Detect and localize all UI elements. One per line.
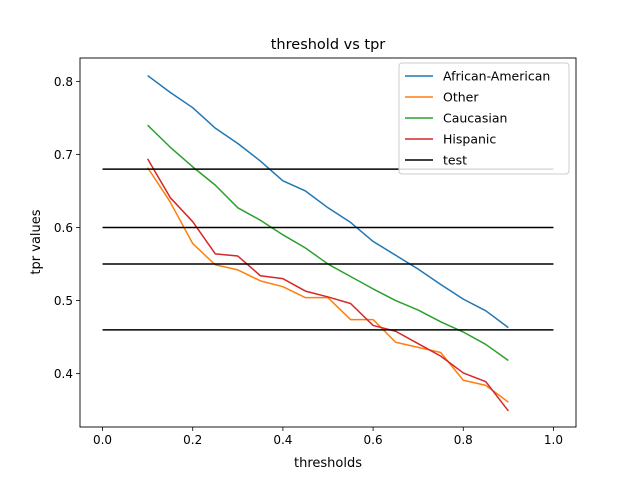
legend-label: Hispanic bbox=[443, 132, 496, 147]
x-tick-label: 0.6 bbox=[364, 433, 383, 447]
axes: 0.0 0.2 0.4 0.6 0.8 1.0 0.4 0.5 0.6 0.7 0.8 bbox=[54, 75, 563, 447]
y-axis-label: tpr values bbox=[29, 209, 44, 274]
chart-title: threshold vs tpr bbox=[271, 37, 386, 53]
y-tick-label: 0.7 bbox=[54, 148, 73, 162]
x-tick-label: 0.4 bbox=[273, 433, 292, 447]
legend-box bbox=[398, 62, 570, 175]
series-line-hispanic bbox=[146, 158, 509, 412]
plot-frame bbox=[79, 57, 577, 428]
legend-label: Other bbox=[443, 90, 479, 105]
y-tick-label: 0.4 bbox=[54, 367, 73, 381]
y-tick-label: 0.5 bbox=[54, 294, 73, 308]
plot-area bbox=[102, 74, 554, 412]
x-tick-label: 0.8 bbox=[454, 433, 473, 447]
legend: African-American Other Caucasian Hispanic te… bbox=[398, 62, 570, 175]
x-tick-label: 1.0 bbox=[544, 433, 563, 447]
x-axis-label: thresholds bbox=[294, 456, 362, 471]
y-tick-label: 0.6 bbox=[54, 221, 73, 235]
legend-label: test bbox=[443, 153, 467, 168]
y-tick-label: 0.8 bbox=[54, 75, 73, 89]
x-tick-label: 0.2 bbox=[183, 433, 202, 447]
legend-label: Caucasian bbox=[443, 111, 507, 126]
x-tick-label: 0.0 bbox=[93, 433, 112, 447]
legend-label: African-American bbox=[443, 69, 550, 84]
series-line-african-american bbox=[147, 74, 509, 329]
